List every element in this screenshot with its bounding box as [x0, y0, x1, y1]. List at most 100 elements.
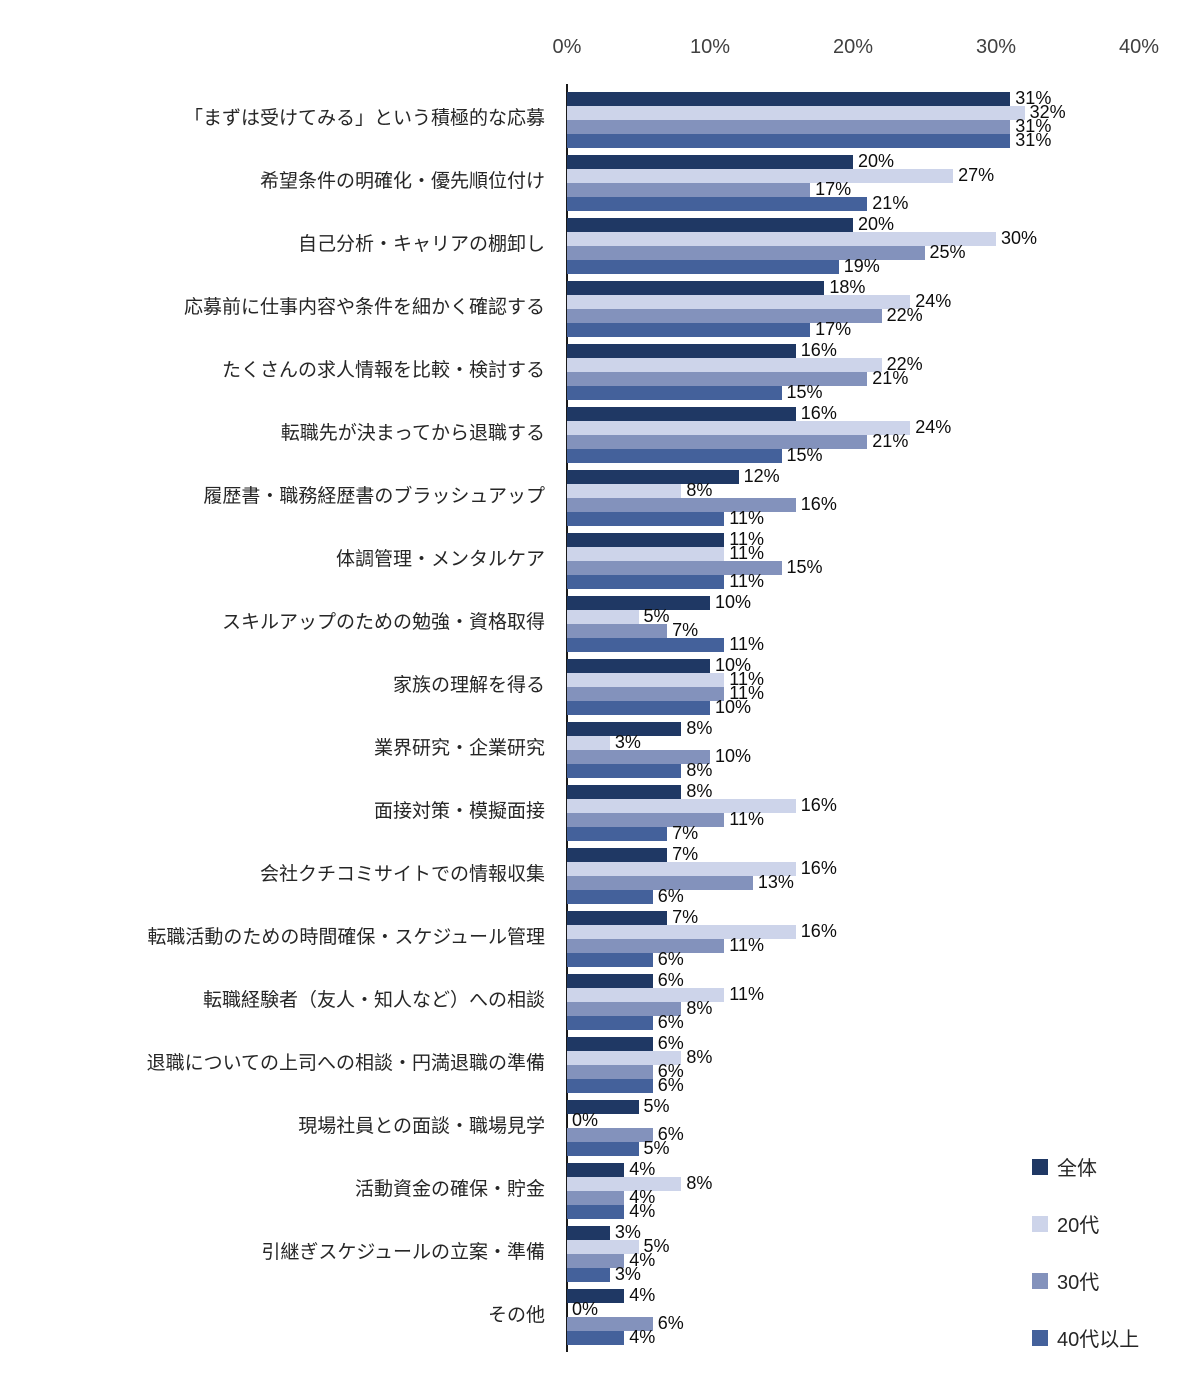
category-label: 転職先が決まってから退職する — [280, 423, 545, 445]
bar-overall — [567, 1162, 625, 1177]
bar-line: 25% — [567, 242, 1037, 262]
bar-group: 8% 16% 11% 7% — [567, 781, 837, 843]
value-label: 4% — [629, 1187, 656, 1207]
bar-30s — [567, 560, 782, 575]
value-label: 15% — [786, 445, 823, 465]
value-label: 8% — [686, 480, 713, 500]
chart-row: たくさんの求人情報を比較・検討する 16% 22% 21% 15% — [0, 340, 1200, 403]
category-label: 退職についての上司への相談・円満退職の準備 — [146, 1053, 545, 1075]
chart-rows: 「まずは受けてみる」という積極的な応募 31% 32% 31% 31% 希望条件の明確化・… — [0, 88, 1200, 1348]
category-label: 現場社員との面談・職場見学 — [298, 1116, 545, 1138]
bar-line: 16% — [567, 340, 923, 360]
value-label: 11% — [729, 508, 764, 528]
bar-group: 8% 3% 10% 8% — [567, 718, 751, 780]
value-label: 11% — [729, 571, 764, 591]
bar-line: 7% — [567, 620, 764, 640]
value-label: 11% — [729, 809, 764, 829]
chart-row: その他 4% 0% 6% 4% — [0, 1285, 1200, 1348]
bar-line: 0% — [567, 1110, 684, 1130]
value-label: 10% — [715, 592, 752, 612]
bar-20s — [567, 924, 796, 939]
bar-line: 6% — [567, 1124, 684, 1144]
bar-line: 10% — [567, 697, 764, 717]
chart-row: 希望条件の明確化・優先順位付け 20% 27% 17% 21% — [0, 151, 1200, 214]
x-axis: 0% 10% 20% 30% 40% — [0, 36, 1200, 66]
chart-row: 活動資金の確保・貯金 4% 8% 4% 4% — [0, 1159, 1200, 1222]
bar-line: 31% — [567, 130, 1066, 150]
bar-line: 8% — [567, 718, 751, 738]
legend-label: 30代 — [1057, 1272, 1100, 1294]
bar-line: 12% — [567, 466, 837, 486]
category-label: 転職活動のための時間確保・スケジュール管理 — [147, 927, 545, 949]
bar-line: 10% — [567, 655, 764, 675]
value-label: 11% — [729, 543, 764, 563]
bar-line: 11% — [567, 669, 764, 689]
chart-row: 転職活動のための時間確保・スケジュール管理 7% 16% 11% 6% — [0, 907, 1200, 970]
value-label: 6% — [657, 970, 684, 990]
value-label: 18% — [829, 277, 866, 297]
y-axis-line — [566, 84, 568, 1352]
value-label: 10% — [715, 746, 752, 766]
bar-30s — [567, 812, 725, 827]
bar-30s — [567, 1064, 653, 1079]
bar-line: 11% — [567, 634, 764, 654]
bar-line: 22% — [567, 354, 923, 374]
category-label: 会社クチコミサイトでの情報収集 — [259, 864, 545, 886]
bar-20s — [567, 357, 882, 372]
bar-overall — [567, 1288, 625, 1303]
bar-30s — [567, 749, 710, 764]
value-label: 6% — [657, 1313, 684, 1333]
bar-line: 8% — [567, 480, 837, 500]
category-label: 応募前に仕事内容や条件を細かく確認する — [183, 297, 545, 319]
bar-overall — [567, 280, 825, 295]
bar-group: 6% 11% 8% 6% — [567, 970, 764, 1032]
value-label: 4% — [629, 1250, 656, 1270]
bar-line: 16% — [567, 921, 837, 941]
bar-line: 30% — [567, 228, 1037, 248]
value-label: 31% — [1015, 88, 1052, 108]
value-label: 7% — [672, 823, 699, 843]
bar-line: 11% — [567, 809, 837, 829]
category-label: 引継ぎスケジュールの立案・準備 — [261, 1242, 545, 1264]
legend-item-40s-plus: 40代以上 — [1032, 1323, 1139, 1352]
bar-line: 15% — [567, 445, 951, 465]
bar-line: 8% — [567, 1173, 712, 1193]
value-label: 6% — [657, 1075, 684, 1095]
value-label: 8% — [686, 718, 713, 738]
value-label: 11% — [729, 669, 764, 689]
bar-20s — [567, 105, 1025, 120]
bar-line: 4% — [567, 1201, 712, 1221]
value-label: 16% — [800, 340, 837, 360]
value-label: 32% — [1029, 102, 1066, 122]
bar-line: 21% — [567, 193, 994, 213]
bar-overall — [567, 721, 682, 736]
bar-group: 11% 11% 15% 11% — [567, 529, 823, 591]
value-label: 7% — [672, 907, 699, 927]
bar-group: 6% 8% 6% 6% — [567, 1033, 712, 1095]
bar-line: 8% — [567, 998, 764, 1018]
value-label: 16% — [800, 858, 837, 878]
bar-30s — [567, 1190, 625, 1205]
bar-20s — [567, 483, 682, 498]
bar-line: 7% — [567, 823, 837, 843]
bar-line: 21% — [567, 431, 951, 451]
chart-row: 会社クチコミサイトでの情報収集 7% 16% 13% 6% — [0, 844, 1200, 907]
bar-line: 24% — [567, 291, 951, 311]
value-label: 8% — [686, 781, 713, 801]
bar-20s — [567, 420, 911, 435]
chart-row: スキルアップのための勉強・資格取得 10% 5% 7% 11% — [0, 592, 1200, 655]
category-label: 「まずは受けてみる」という積極的な応募 — [183, 108, 545, 130]
bar-line: 6% — [567, 949, 837, 969]
chart-row: 退職についての上司への相談・円満退職の準備 6% 8% 6% 6% — [0, 1033, 1200, 1096]
bar-group: 16% 24% 21% 15% — [567, 403, 951, 465]
bar-line: 24% — [567, 417, 951, 437]
bar-group: 31% 32% 31% 31% — [567, 88, 1066, 150]
bar-line: 4% — [567, 1285, 684, 1305]
value-label: 15% — [786, 382, 823, 402]
bar-40s-plus — [567, 1078, 653, 1093]
bar-group: 7% 16% 11% 6% — [567, 907, 837, 969]
bar-line: 10% — [567, 746, 751, 766]
bar-line: 11% — [567, 529, 823, 549]
bar-line: 15% — [567, 382, 923, 402]
value-label: 21% — [872, 431, 909, 451]
